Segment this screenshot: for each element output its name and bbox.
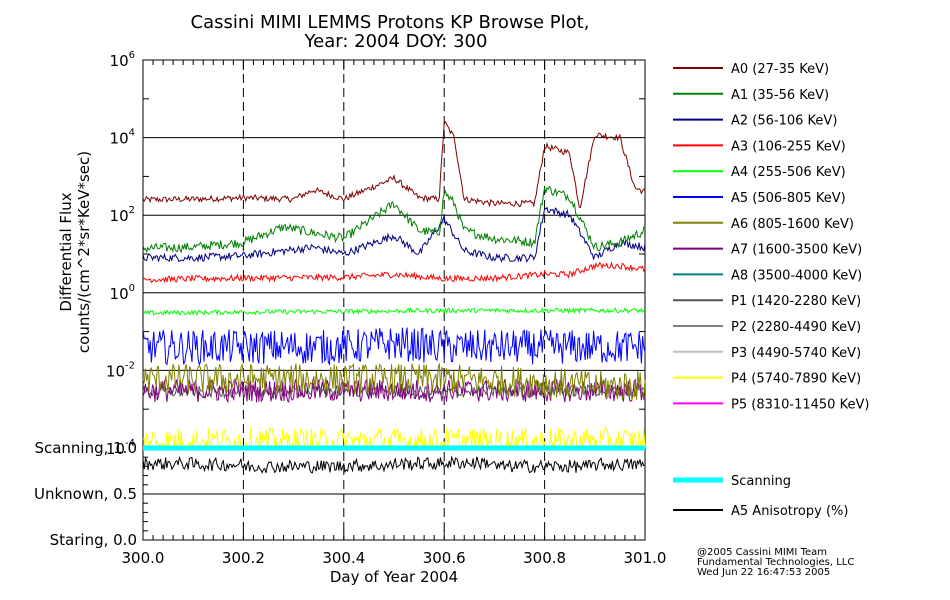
legend-label: P4 (5740-7890 KeV) — [731, 372, 861, 387]
upper-panel: 106 104 102 100 10-2 10-4 — [106, 50, 646, 540]
legend-label: A8 (3500-4000 KeV) — [731, 268, 862, 283]
lower-panel: Staring, 0.0 Unknown, 0.5 Scanning, 1.0 — [34, 439, 646, 549]
x-tick-label: 300.6 — [423, 549, 466, 567]
legend-label: A5 Anisotropy (%) — [731, 504, 848, 519]
legend-label: P1 (1420-2280 KeV) — [731, 294, 861, 309]
y-axis-label-line2: counts/(cm^2*sr*KeV*sec) — [75, 151, 93, 353]
legend-label: Scanning — [731, 474, 791, 489]
series-line-a5 — [142, 327, 646, 366]
y-tick-label: 102 — [110, 205, 135, 225]
series-line-a2 — [142, 206, 646, 263]
legend-label: A1 (35-56 KeV) — [731, 88, 829, 103]
y-tick-label: 100 — [110, 283, 135, 303]
anisotropy-line — [142, 455, 646, 474]
y-tick-label: 10-2 — [106, 360, 135, 380]
legend-label: P2 (2280-4490 KeV) — [731, 320, 861, 335]
legend-label: A0 (27-35 KeV) — [731, 62, 829, 77]
lower-y-tick-label: Scanning, 1.0 — [34, 439, 137, 457]
y-tick-label: 10-4 — [106, 438, 135, 458]
series-line-p4 — [142, 426, 646, 450]
series-line-a6 — [142, 362, 646, 401]
credit-line-2: Fundamental Technologies, LLC — [697, 557, 854, 568]
legend-label: P5 (8310-11450 KeV) — [731, 397, 869, 412]
series-line-a3 — [142, 261, 646, 284]
legend: A0 (27-35 KeV) A1 (35-56 KeV) A2 (56-106 K… — [673, 62, 869, 412]
y-axis-label-line1: Differential Flux — [57, 192, 75, 311]
x-axis-label: Day of Year 2004 — [330, 568, 458, 586]
credit-line-1: @2005 Cassini MIMI Team — [697, 547, 827, 558]
lower-legend: Scanning A5 Anisotropy (%) — [673, 474, 848, 519]
legend-label: A3 (106-255 KeV) — [731, 139, 846, 154]
series-line-a1 — [142, 185, 646, 254]
legend-label: P3 (4490-5740 KeV) — [731, 346, 861, 361]
chart-subtitle: Year: 2004 DOY: 300 — [304, 31, 488, 52]
legend-label: A4 (255-506 KeV) — [731, 165, 846, 180]
legend-label: A2 (56-106 KeV) — [731, 114, 837, 129]
credit-line-3: Wed Jun 22 16:47:53 2005 — [697, 567, 830, 578]
x-tick-label: 300.8 — [523, 549, 566, 567]
lower-y-tick-label: Staring, 0.0 — [50, 531, 137, 549]
x-tick-label: 300.2 — [222, 549, 265, 567]
series-line-a4 — [142, 306, 646, 317]
legend-label: A5 (506-805 KeV) — [731, 191, 846, 206]
x-tick-label: 301.0 — [624, 549, 667, 567]
lower-y-tick-label: Unknown, 0.5 — [34, 485, 137, 503]
legend-label: A7 (1600-3500 KeV) — [731, 243, 862, 258]
legend-label: A6 (805-1600 KeV) — [731, 217, 854, 232]
series-line-a0 — [142, 120, 646, 208]
x-tick-label: 300.0 — [122, 549, 165, 567]
x-axis: 300.0 300.2 300.4 300.6 300.8 301.0 — [122, 60, 667, 567]
y-tick-label: 104 — [110, 128, 135, 148]
x-tick-label: 300.4 — [322, 549, 365, 567]
chart-title: Cassini MIMI LEMMS Protons KP Browse Plo… — [191, 12, 590, 33]
series-line-a7 — [142, 377, 646, 404]
y-tick-label: 106 — [110, 50, 135, 70]
